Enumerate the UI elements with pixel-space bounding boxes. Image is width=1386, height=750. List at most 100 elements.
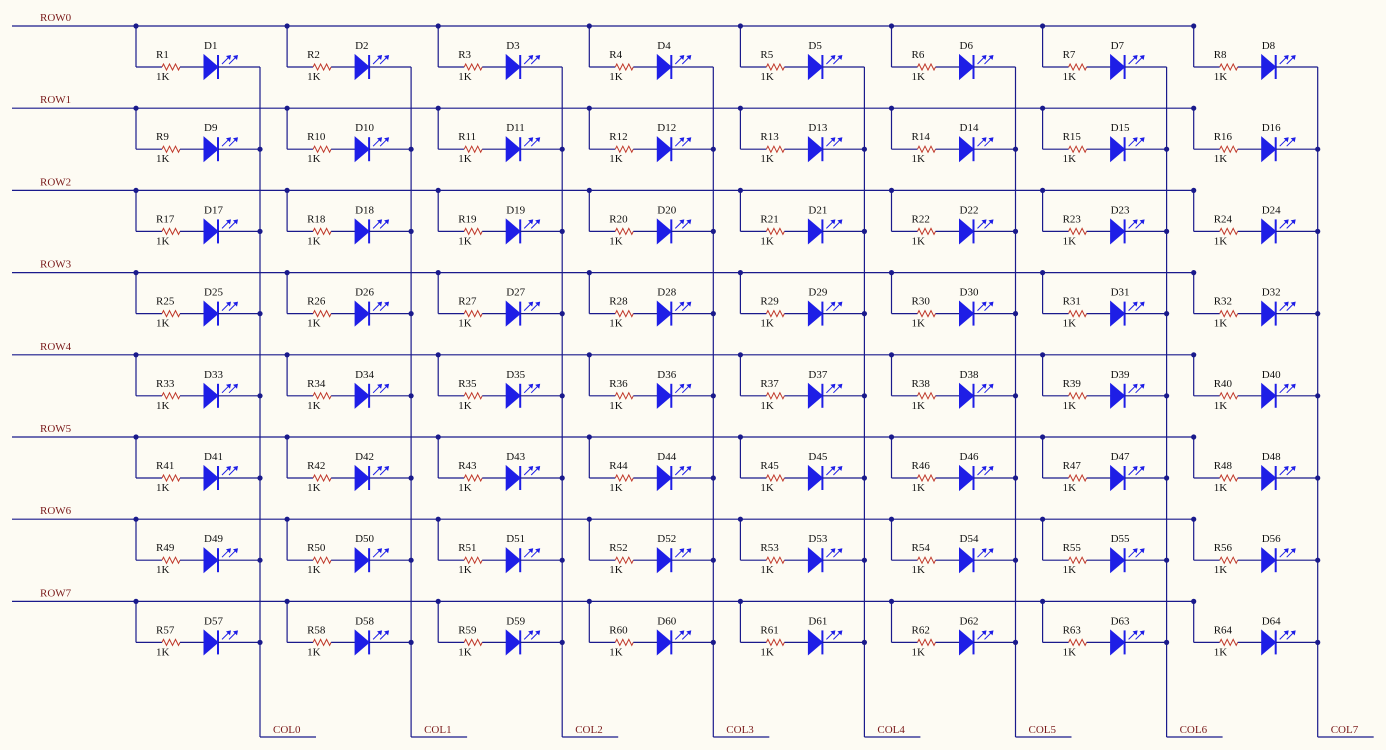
light-arrowhead bbox=[226, 55, 231, 60]
col-junction bbox=[1164, 475, 1170, 481]
resistor-value-label: 1K bbox=[912, 482, 926, 494]
resistor-symbol bbox=[312, 638, 332, 647]
resistor-ref-label: R48 bbox=[1214, 460, 1233, 472]
cell-44: R44 1K D44 bbox=[586, 434, 716, 494]
led-ref-label: D20 bbox=[657, 204, 676, 216]
led-symbol bbox=[354, 629, 370, 656]
light-arrowhead bbox=[1139, 466, 1145, 471]
light-arrowhead bbox=[1139, 219, 1145, 225]
resistor-ref-label: R32 bbox=[1214, 296, 1232, 308]
resistor-value-label: 1K bbox=[760, 235, 774, 247]
light-arrowhead bbox=[1290, 630, 1296, 636]
light-arrowhead bbox=[1139, 301, 1145, 307]
cell-43: R43 1K D43 bbox=[435, 434, 565, 494]
cell-39: R39 1K D39 bbox=[1040, 352, 1170, 412]
led-symbol bbox=[354, 53, 370, 81]
resistor-ref-label: R23 bbox=[1063, 213, 1082, 225]
cell-31: R31 1K D31 bbox=[1040, 270, 1170, 330]
led-ref-label: D31 bbox=[1111, 287, 1130, 299]
light-arrowhead bbox=[535, 383, 541, 389]
cell-16: R16 1K D16 bbox=[1191, 105, 1321, 165]
led-symbol bbox=[203, 629, 219, 656]
led-ref-label: D64 bbox=[1262, 615, 1281, 627]
resistor-ref-label: R49 bbox=[156, 542, 175, 554]
led-ref-label: D15 bbox=[1111, 122, 1130, 134]
resistor-ref-label: R54 bbox=[912, 542, 931, 554]
col-junction bbox=[710, 475, 716, 481]
resistor-value-label: 1K bbox=[307, 400, 321, 412]
resistor-value-label: 1K bbox=[912, 400, 926, 412]
col-junction bbox=[408, 228, 414, 234]
cell-58: R58 1K D58 bbox=[284, 598, 414, 658]
resistor-value-label: 1K bbox=[1063, 400, 1077, 412]
light-arrowhead bbox=[1290, 301, 1296, 307]
light-arrowhead bbox=[981, 55, 987, 60]
led-ref-label: D27 bbox=[506, 287, 525, 299]
led-symbol bbox=[807, 547, 824, 574]
resistor-value-label: 1K bbox=[912, 318, 926, 330]
led-symbol bbox=[1110, 464, 1126, 492]
resistor-symbol bbox=[1068, 227, 1088, 236]
led-ref-label: D48 bbox=[1262, 451, 1281, 463]
light-arrowhead bbox=[679, 548, 685, 554]
cell-36: R36 1K D36 bbox=[586, 352, 716, 412]
row-label-3: ROW3 bbox=[40, 259, 72, 271]
led-symbol bbox=[203, 547, 219, 574]
led-ref-label: D35 bbox=[506, 369, 525, 381]
resistor-symbol bbox=[1068, 309, 1088, 318]
led-symbol bbox=[656, 629, 673, 656]
resistor-value-label: 1K bbox=[1063, 564, 1077, 576]
light-arrowhead bbox=[1132, 548, 1138, 554]
col-junction bbox=[1012, 146, 1019, 152]
light-arrowhead bbox=[679, 137, 685, 143]
resistor-symbol bbox=[312, 473, 332, 483]
col-junction bbox=[257, 311, 263, 317]
light-arrowhead bbox=[1290, 137, 1296, 143]
cell-46: R46 1K D46 bbox=[888, 434, 1019, 494]
resistor-ref-label: R26 bbox=[307, 296, 326, 308]
led-symbol bbox=[505, 547, 521, 574]
light-arrowhead bbox=[233, 548, 238, 554]
resistor-symbol bbox=[765, 145, 785, 154]
cell-2: R2 1K D2 bbox=[284, 23, 412, 83]
led-symbol bbox=[656, 464, 673, 492]
col-junction bbox=[1164, 146, 1170, 152]
resistor-value-label: 1K bbox=[1214, 646, 1228, 658]
resistor-symbol bbox=[614, 227, 634, 236]
resistor-ref-label: R39 bbox=[1063, 378, 1082, 390]
col-junction bbox=[710, 639, 716, 646]
resistor-value-label: 1K bbox=[1214, 318, 1228, 330]
resistor-ref-label: R27 bbox=[458, 296, 477, 308]
resistor-ref-label: R53 bbox=[760, 542, 779, 554]
light-arrowhead bbox=[233, 137, 238, 143]
light-arrowhead bbox=[837, 383, 843, 389]
light-arrowhead bbox=[686, 466, 692, 471]
light-arrowhead bbox=[226, 466, 231, 471]
resistor-symbol bbox=[614, 556, 634, 565]
resistor-ref-label: R1 bbox=[156, 49, 169, 61]
resistor-value-label: 1K bbox=[1214, 400, 1228, 412]
led-symbol bbox=[1110, 53, 1126, 81]
led-symbol bbox=[1261, 547, 1277, 574]
led-symbol bbox=[354, 218, 370, 245]
resistor-value-label: 1K bbox=[1063, 646, 1077, 658]
col-label-2: COL2 bbox=[575, 724, 603, 736]
led-symbol bbox=[1261, 629, 1277, 656]
resistor-ref-label: R21 bbox=[760, 213, 778, 225]
resistor-ref-label: R19 bbox=[458, 213, 477, 225]
led-ref-label: D24 bbox=[1262, 204, 1281, 216]
resistor-value-label: 1K bbox=[1214, 482, 1228, 494]
light-arrowhead bbox=[988, 219, 994, 225]
resistor-ref-label: R58 bbox=[307, 624, 326, 636]
led-symbol bbox=[203, 136, 219, 163]
resistor-symbol bbox=[1068, 391, 1088, 400]
col-label-5: COL5 bbox=[1029, 724, 1057, 736]
led-ref-label: D42 bbox=[355, 451, 374, 463]
light-arrowhead bbox=[226, 630, 231, 636]
row-label-6: ROW6 bbox=[40, 505, 72, 517]
led-ref-label: D55 bbox=[1111, 533, 1130, 545]
resistor-value-label: 1K bbox=[307, 71, 321, 83]
resistor-symbol bbox=[614, 145, 634, 154]
resistor-symbol bbox=[1068, 473, 1088, 483]
resistor-value-label: 1K bbox=[1214, 153, 1228, 165]
